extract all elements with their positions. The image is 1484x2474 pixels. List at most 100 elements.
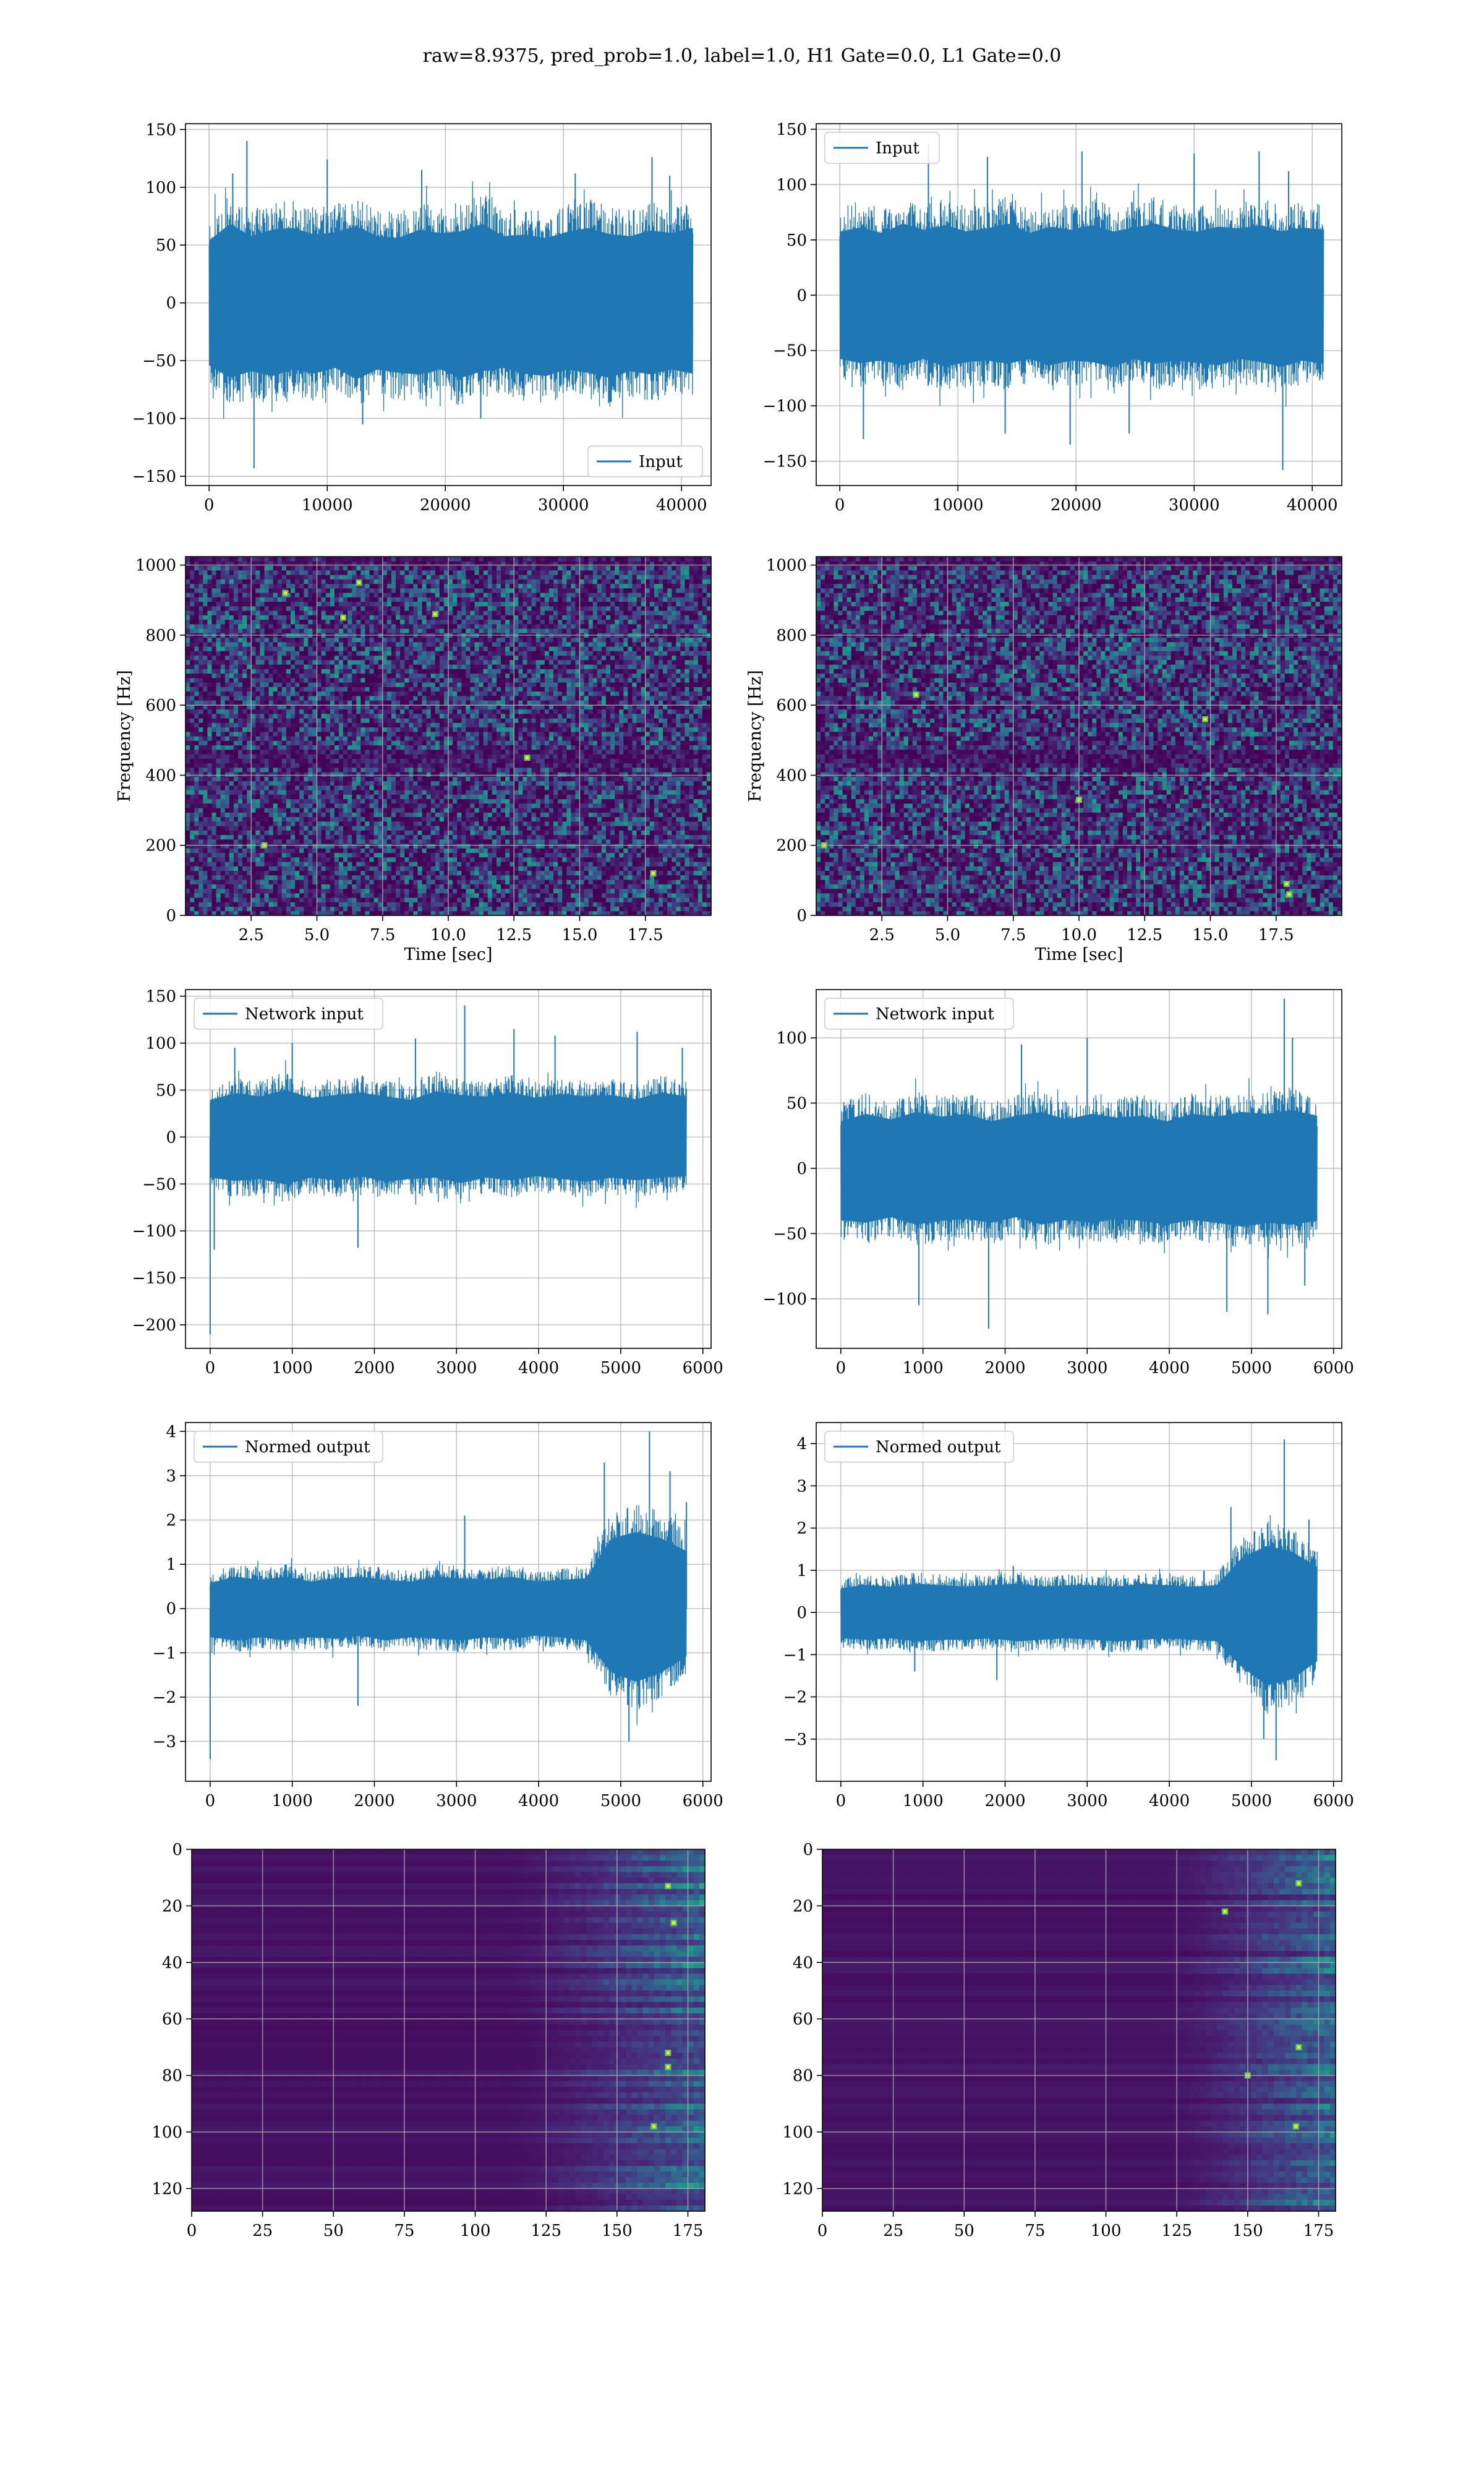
- y-tick-label: 0: [172, 1841, 182, 1859]
- y-axis-label: Frequency [Hz]: [746, 670, 765, 802]
- heatmap-hotspot-core: [1297, 2045, 1300, 2049]
- y-tick-label: 100: [145, 179, 176, 197]
- legend-box: [824, 1431, 1014, 1463]
- x-tick-label: 0: [835, 496, 845, 515]
- x-tick-label: 1000: [272, 1359, 313, 1377]
- series-core-band: [210, 1089, 687, 1184]
- y-tick-label: −150: [132, 468, 176, 486]
- x-tick-label: 15.0: [1193, 926, 1229, 944]
- x-tick-label: 15.0: [562, 926, 598, 944]
- x-tick-label: 125: [531, 2222, 561, 2240]
- subplot-grid: 0 10000 20000 30000 40000−150−100−5005010015…: [115, 121, 1354, 2240]
- legend-box: [194, 998, 383, 1030]
- y-tick-label: 1000: [766, 557, 807, 575]
- y-tick-label: −100: [763, 1290, 807, 1309]
- y-tick-label: 1: [166, 1556, 176, 1574]
- y-tick-label: −50: [142, 352, 176, 370]
- y-tick-label: 120: [151, 2180, 182, 2198]
- y-tick-label: 200: [776, 837, 807, 855]
- y-tick-label: 150: [145, 988, 176, 1006]
- y-tick-label: 2: [166, 1512, 176, 1530]
- y-tick-label: 0: [166, 1600, 176, 1619]
- y-tick-label: 50: [156, 236, 176, 255]
- axes-frame: [816, 989, 1342, 1349]
- x-tick-label: 3000: [436, 1792, 477, 1810]
- x-tick-label: 20000: [1051, 496, 1102, 515]
- y-tick-label: 400: [776, 766, 807, 785]
- subplot-r4c2: 0 1000 2000 3000 4000 5000 6000 −3 −2 −1 0 1 2 3 4 Norm…: [783, 1422, 1354, 1810]
- subplot-r5c1: 0 25 50 75 100 125 150 175 0 20 40 60 80 100 120: [151, 1841, 706, 2240]
- legend-label: Network input: [245, 1005, 364, 1024]
- y-tick-label: 0: [796, 1160, 807, 1178]
- y-tick-label: 40: [162, 1954, 182, 1972]
- x-tick-label: 10000: [932, 496, 984, 515]
- legend: Normed output: [194, 1431, 383, 1463]
- heatmap-hotspot-core: [284, 591, 287, 595]
- y-axis-label: Frequency [Hz]: [115, 670, 134, 802]
- legend-box: [824, 132, 940, 164]
- x-tick-label: 150: [602, 2222, 633, 2240]
- heatmap-hotspot-core: [341, 616, 345, 620]
- y-tick-label: −50: [142, 1175, 176, 1194]
- y-tick-label: 0: [166, 294, 176, 313]
- subplot-r4c1: 0 1000 2000 3000 4000 5000 6000 −3 −2 −1 0 1 2 3 4 Norm…: [153, 1422, 723, 1810]
- legend-box: [587, 445, 703, 477]
- x-tick-label: 50: [323, 2222, 344, 2240]
- y-tick-label: 1000: [135, 557, 176, 575]
- y-tick-label: 100: [782, 2123, 813, 2142]
- y-tick-label: 50: [787, 1094, 807, 1113]
- x-tick-label: 100: [460, 2222, 491, 2240]
- y-tick-label: 1: [796, 1562, 807, 1580]
- x-tick-label: 12.5: [496, 926, 532, 944]
- x-tick-label: 5000: [600, 1792, 641, 1810]
- x-tick-label: 12.5: [1127, 926, 1162, 944]
- legend-label: Input: [876, 139, 919, 158]
- heatmap-hotspot-core: [666, 1884, 670, 1888]
- x-tick-label: 6000: [683, 1792, 723, 1810]
- x-tick-label: 0: [836, 1792, 846, 1810]
- x-tick-label: 7.5: [1000, 926, 1026, 944]
- subplot-r3c1: 0 1000 2000 3000 4000 5000 6000−200−150−100−50…: [132, 988, 723, 1377]
- x-tick-label: 30000: [538, 496, 589, 515]
- y-tick-label: −3: [783, 1731, 807, 1749]
- x-tick-label: 2000: [984, 1792, 1025, 1810]
- series-core-band: [840, 1546, 1318, 1685]
- heatmap-hotspot-core: [1297, 1881, 1300, 1885]
- x-tick-label: 10.0: [1061, 926, 1097, 944]
- x-tick-label: 2.5: [239, 926, 264, 944]
- x-tick-label: 0: [817, 2222, 828, 2240]
- y-tick-label: 80: [793, 2067, 813, 2086]
- subplot-r1c2: 0 10000 20000 30000 40000 −150 −100 −50 0 50 100 15…: [763, 121, 1342, 515]
- y-tick-label: 0: [796, 286, 807, 305]
- x-tick-label: 10.0: [430, 926, 466, 944]
- series-core-band: [210, 1532, 687, 1682]
- series-core-band: [840, 223, 1324, 367]
- x-tick-label: 4000: [518, 1792, 559, 1810]
- y-tick-label: −150: [132, 1269, 176, 1288]
- heatmap-hotspot-core: [652, 871, 655, 875]
- legend: Input: [587, 445, 703, 477]
- y-tick-label: −150: [763, 453, 807, 471]
- axes-frame: [185, 123, 712, 486]
- y-tick-label: −50: [773, 342, 807, 361]
- axes-frame: [816, 123, 1342, 486]
- y-tick-label: −2: [783, 1689, 807, 1707]
- x-tick-label: 20000: [420, 496, 471, 515]
- x-tick-label: 125: [1161, 2222, 1192, 2240]
- x-tick-label: 4000: [1149, 1792, 1190, 1810]
- y-tick-label: 100: [151, 2123, 182, 2142]
- heatmap-hotspot-core: [433, 612, 437, 616]
- x-tick-label: 3000: [436, 1359, 477, 1377]
- y-tick-label: −100: [763, 397, 807, 416]
- x-tick-label: 0: [205, 1792, 216, 1810]
- y-tick-label: 60: [793, 2010, 813, 2029]
- y-tick-label: −3: [153, 1733, 176, 1752]
- y-tick-label: 600: [145, 696, 176, 715]
- heatmap-cells: [816, 557, 1342, 916]
- legend-label: Network input: [876, 1005, 994, 1024]
- x-tick-label: 0: [187, 2222, 197, 2240]
- legend: Network input: [194, 998, 383, 1030]
- y-tick-label: 800: [145, 627, 176, 645]
- y-tick-label: 0: [166, 1128, 176, 1147]
- x-tick-label: 75: [1025, 2222, 1045, 2240]
